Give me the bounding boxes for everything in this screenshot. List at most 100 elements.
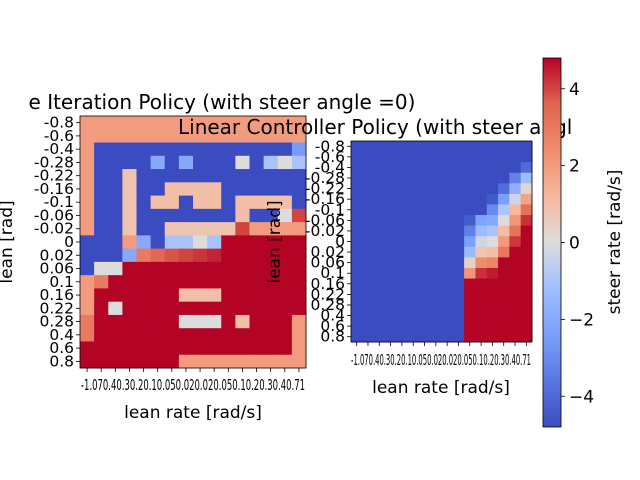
heatmap-cell (263, 182, 279, 196)
heatmap-cell (373, 141, 386, 152)
heatmap-cell (235, 195, 250, 210)
heatmap-cell (430, 246, 442, 258)
heatmap-cell (235, 182, 250, 196)
heatmap-cell (384, 246, 397, 258)
heatmap-cell (249, 182, 265, 196)
heatmap-cell (277, 301, 293, 316)
heatmap-cell (207, 142, 222, 157)
heatmap-cell (164, 169, 180, 183)
heatmap-cell (136, 314, 152, 329)
heatmap-cell (94, 129, 109, 143)
heatmap-cell (452, 278, 465, 290)
heatmap-cell (221, 142, 236, 157)
y-tick-label: 0.06 (310, 254, 345, 272)
heatmap-cell (407, 236, 420, 248)
heatmap-cell (94, 195, 109, 210)
heatmap-cell (291, 235, 307, 250)
y-tick-label: 0.22 (310, 285, 345, 303)
heatmap-cell (486, 204, 499, 216)
heatmap-cell (291, 248, 307, 263)
heatmap-cell (498, 310, 510, 322)
heatmap-cell (193, 275, 208, 289)
heatmap-cell (475, 236, 488, 248)
heatmap-cell (509, 267, 522, 279)
heatmap-cell (351, 320, 363, 332)
heatmap-cell (351, 141, 363, 152)
heatmap-cell (108, 301, 123, 316)
heatmap-cell (164, 235, 180, 250)
y-tick-label: -0.8 (44, 114, 74, 132)
heatmap-cell (351, 267, 363, 279)
heatmap-cell (108, 155, 123, 170)
heatmap-cell (362, 299, 375, 311)
heatmap-cell (94, 208, 109, 223)
heatmap-cell (475, 141, 488, 152)
heatmap-cell (486, 289, 499, 301)
heatmap-cell (108, 222, 123, 236)
heatmap-cell (418, 215, 431, 227)
heatmap-cell (418, 183, 431, 195)
heatmap-cell (94, 328, 109, 342)
heatmap-cell (475, 289, 488, 301)
heatmap-cell (249, 169, 265, 183)
heatmap-cell (475, 172, 488, 184)
heatmap-cell (464, 225, 476, 237)
left-panel: e Iteration Policy (with steer angle =0)… (0, 90, 415, 423)
heatmap-cell (407, 299, 420, 311)
heatmap-cell (80, 248, 95, 263)
heatmap-cell (441, 215, 454, 227)
y-tick-label: 0.16 (39, 286, 74, 304)
heatmap-cell (498, 172, 510, 184)
heatmap-cell (136, 275, 152, 289)
heatmap-cell (136, 195, 152, 210)
heatmap-cell (249, 129, 265, 143)
heatmap-cell (207, 169, 222, 183)
heatmap-cell (452, 331, 465, 343)
heatmap-cell (430, 278, 442, 290)
heatmap-cell (452, 183, 465, 195)
heatmap-cell (441, 310, 454, 322)
heatmap-cell (475, 215, 488, 227)
heatmap-cell (396, 246, 408, 258)
heatmap-cell (520, 162, 533, 174)
heatmap-cell (498, 193, 510, 205)
heatmap-cell (178, 169, 194, 183)
heatmap-cell (277, 354, 293, 369)
heatmap-cell (396, 204, 408, 216)
heatmap-cell (396, 236, 408, 248)
heatmap-cell (80, 314, 95, 329)
heatmap-cell (94, 182, 109, 196)
heatmap-cell (418, 204, 431, 216)
heatmap-cell (464, 299, 476, 311)
heatmap-cell (94, 275, 109, 289)
right-panel: Linear Controller Policy (with steer ang… (178, 115, 572, 398)
heatmap-cell (150, 301, 166, 316)
heatmap-cell (498, 141, 510, 152)
heatmap-cell (509, 278, 522, 290)
heatmap-cell (207, 261, 222, 276)
heatmap-cell (373, 162, 386, 174)
heatmap-cell (178, 222, 194, 236)
heatmap-cell (384, 310, 397, 322)
heatmap-cell (362, 162, 375, 174)
heatmap-cell (80, 169, 95, 183)
heatmap-cell (509, 172, 522, 184)
heatmap-cell (150, 142, 166, 157)
heatmap-cell (94, 314, 109, 329)
heatmap-cell (452, 289, 465, 301)
heatmap-cell (498, 215, 510, 227)
heatmap-cell (475, 267, 488, 279)
heatmap-cell (164, 288, 180, 303)
heatmap-cell (235, 155, 250, 170)
heatmap-cell (351, 172, 363, 184)
heatmap-cell (486, 299, 499, 311)
heatmap-cell (263, 208, 279, 223)
heatmap-cell (441, 267, 454, 279)
heatmap-cell (94, 288, 109, 303)
heatmap-cell (263, 129, 279, 143)
heatmap-cell (373, 215, 386, 227)
heatmap-cell (164, 328, 180, 342)
heatmap-cell (235, 222, 250, 236)
heatmap-cell (249, 116, 265, 130)
heatmap-cell (430, 172, 442, 184)
